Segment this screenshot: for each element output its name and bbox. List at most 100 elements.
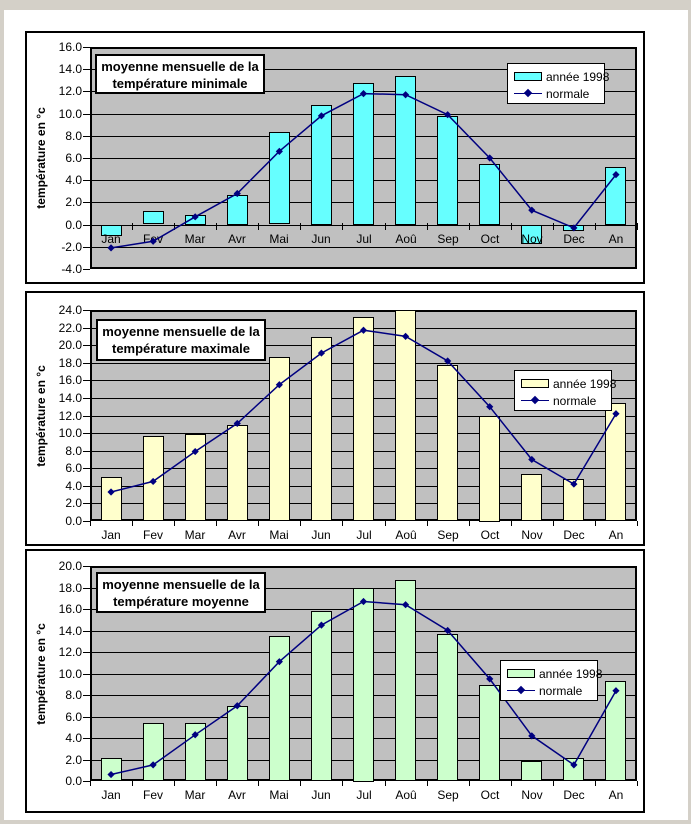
month-label-An: An [608, 528, 624, 542]
legend: année 1998 normale [507, 63, 609, 104]
y-axis-tick [83, 609, 90, 610]
bar-Mar [185, 434, 206, 521]
x-axis-tick [90, 521, 91, 526]
legend-item-annee-1998: année 1998 [507, 665, 602, 682]
grid-line [90, 69, 637, 70]
month-label-An: An [608, 232, 624, 246]
bar-Aoû [395, 310, 416, 521]
month-label-Aoû: Aoû [395, 232, 417, 246]
bar-Oct [479, 685, 500, 781]
y-axis-tick [83, 781, 90, 782]
month-label-Dec: Dec [563, 528, 585, 542]
month-label-Jul: Jul [356, 232, 372, 246]
y-tick-label: 20.0 [58, 559, 82, 573]
month-label-Sep: Sep [437, 232, 459, 246]
x-axis-tick [258, 521, 259, 526]
x-axis-tick [342, 781, 343, 786]
bar-Sep [437, 634, 458, 781]
x-axis-tick [469, 781, 470, 786]
line-series-sample [507, 685, 535, 695]
x-axis-tick [216, 521, 217, 526]
y-tick-label: 12.0 [58, 84, 82, 98]
x-axis-tick [511, 521, 512, 526]
y-tick-label: 8.0 [65, 129, 82, 143]
month-label-Sep: Sep [437, 788, 459, 802]
y-axis-tick [83, 363, 90, 364]
y-tick-label: 20.0 [58, 338, 82, 352]
bar-Sep [437, 116, 458, 225]
page-edge-top [0, 0, 691, 10]
bar-An [605, 681, 626, 781]
bar-Dec [563, 758, 584, 781]
page-edge-right [688, 0, 691, 824]
chart-temperature-moyenne: température en °c moyenne mensuelle de l… [25, 549, 645, 813]
x-axis-tick [637, 781, 638, 786]
legend: année 1998 normale [500, 660, 602, 701]
y-axis-tick [83, 398, 90, 399]
legend-label: normale [539, 683, 583, 698]
y-tick-label: 2.0 [65, 496, 82, 510]
bar-Fev [143, 211, 164, 224]
y-axis-tick [83, 247, 90, 248]
y-tick-label: 24.0 [58, 303, 82, 317]
chart-title-line2: température moyenne [113, 594, 249, 609]
y-axis-tick [83, 521, 90, 522]
month-label-Sep: Sep [437, 528, 459, 542]
chart-title: moyenne mensuelle de la température mini… [95, 54, 265, 94]
y-tick-label: 2.0 [65, 195, 82, 209]
y-axis-tick [83, 652, 90, 653]
x-axis-tick [637, 521, 638, 526]
month-label-Oct: Oct [480, 788, 500, 802]
y-tick-label: 12.0 [58, 409, 82, 423]
legend-label: année 1998 [546, 69, 610, 84]
month-label-Avr: Avr [228, 232, 246, 246]
y-tick-label: 4.0 [65, 731, 82, 745]
x-axis-tick [469, 521, 470, 526]
month-label-Aoû: Aoû [395, 528, 417, 542]
y-axis-tick [83, 433, 90, 434]
diamond-marker-icon [516, 685, 526, 695]
x-axis-tick [595, 223, 596, 230]
bar-Dec [563, 225, 584, 231]
x-axis-tick [132, 521, 133, 526]
y-tick-label: 8.0 [65, 688, 82, 702]
x-axis-tick [511, 223, 512, 230]
x-axis-tick [300, 781, 301, 786]
y-tick-label: 0.0 [65, 774, 82, 788]
y-axis-tick [83, 269, 90, 270]
month-label-Oct: Oct [480, 232, 500, 246]
bar-An [605, 167, 626, 225]
y-tick-label: -2.0 [61, 240, 82, 254]
y-axis-tick [83, 114, 90, 115]
legend-item-normale: normale [507, 682, 597, 699]
bar-Mai [269, 132, 290, 224]
x-axis-tick [342, 521, 343, 526]
y-tick-label: 4.0 [65, 479, 82, 493]
month-label-Mar: Mar [184, 232, 206, 246]
y-axis-tick [83, 310, 90, 311]
x-axis-tick [427, 781, 428, 786]
y-tick-label: 2.0 [65, 753, 82, 767]
bar-Avr [227, 706, 248, 781]
month-label-Dec: Dec [563, 232, 585, 246]
legend-label: année 1998 [539, 666, 603, 681]
x-axis-tick [553, 781, 554, 786]
chart-title-line2: température minimale [112, 76, 248, 91]
y-axis-tick [83, 180, 90, 181]
y-axis-tick [83, 717, 90, 718]
y-tick-label: -4.0 [61, 262, 82, 276]
x-axis-tick [595, 781, 596, 786]
y-axis-tick [83, 416, 90, 417]
bar-Avr [227, 425, 248, 521]
y-axis-tick [83, 158, 90, 159]
chart-temperature-minimale: température en °c moyenne mensuelle de l… [25, 31, 645, 284]
month-label-Nov: Nov [521, 528, 543, 542]
bar-Aoû [395, 76, 416, 225]
bar-series-swatch [521, 379, 549, 388]
page-edge-left [0, 0, 4, 824]
month-label-Jun: Jun [311, 788, 331, 802]
x-axis-tick [90, 223, 91, 230]
y-tick-label: 10.0 [58, 107, 82, 121]
x-axis-tick [258, 223, 259, 230]
y-tick-label: 14.0 [58, 62, 82, 76]
